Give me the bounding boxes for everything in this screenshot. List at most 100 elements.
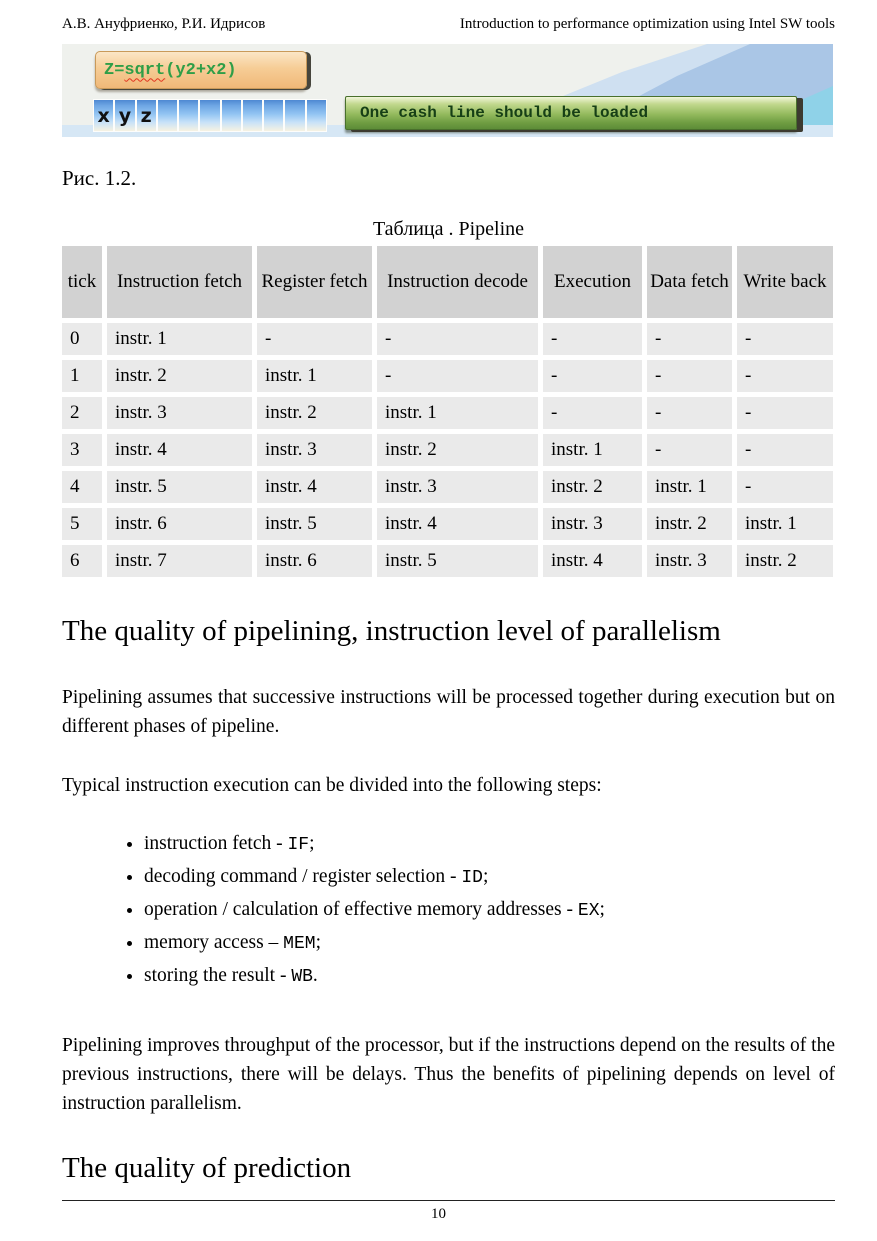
step-text: storing the result - (144, 965, 292, 986)
table-cell: instr. 4 (543, 545, 642, 577)
table-header-cell: tick (62, 246, 102, 318)
table-tick-cell: 4 (62, 471, 102, 503)
paragraph-pipelining-benefits: Pipelining improves throughput of the pr… (62, 1035, 835, 1114)
table-cell: - (737, 471, 833, 503)
table-cell: instr. 3 (107, 397, 252, 429)
table-cell: instr. 2 (107, 360, 252, 392)
memory-cell (200, 100, 220, 131)
formula-squiggle: sqrt (124, 60, 166, 80)
memory-cell (264, 100, 284, 131)
table-cell: instr. 1 (647, 471, 732, 503)
table-cell: instr. 1 (107, 323, 252, 355)
table-cell: instr. 5 (377, 545, 538, 577)
table-cell: - (737, 323, 833, 355)
table-cell: instr. 6 (107, 508, 252, 540)
section-heading-prediction: The quality of prediction (62, 1152, 352, 1184)
table-cell: instr. 1 (543, 434, 642, 466)
step-suffix: ; (315, 932, 321, 953)
table-cell: instr. 3 (257, 434, 372, 466)
pipeline-step: memory access – MEM; (144, 927, 835, 960)
cache-line-callout-button[interactable]: One cash line should be loaded (345, 96, 797, 130)
table-cell: - (377, 360, 538, 392)
pipeline-table: tick Instruction fetch Register fetch Instr… (62, 246, 833, 577)
step-code: EX (577, 901, 600, 921)
pipeline-step: storing the result - WB. (144, 960, 835, 993)
callout-label: One cash line should be loaded (360, 104, 649, 122)
table-cell: - (737, 360, 833, 392)
pipeline-step: instruction fetch - IF; (144, 828, 835, 861)
pipeline-step: decoding command / register selection - … (144, 861, 835, 894)
table-cell: instr. 2 (737, 545, 833, 577)
table-cell: - (377, 323, 538, 355)
memory-cell: z (136, 100, 156, 131)
table-cell: instr. 3 (377, 471, 538, 503)
paragraph-steps-intro: Typical instruction execution can be div… (62, 775, 602, 796)
table-cell: - (257, 323, 372, 355)
memory-cell (179, 100, 199, 131)
table-cell: instr. 1 (257, 360, 372, 392)
table-tick-cell: 1 (62, 360, 102, 392)
table-cell: instr. 3 (543, 508, 642, 540)
table-cell: instr. 7 (107, 545, 252, 577)
table-cell: - (647, 434, 732, 466)
step-code: ID (461, 868, 483, 888)
table-title: Таблица . Pipeline (372, 218, 525, 240)
step-suffix: ; (309, 833, 315, 854)
step-code: WB (291, 967, 313, 987)
formula-suffix: (y2+x2) (165, 60, 237, 80)
table-cell: - (543, 397, 642, 429)
table-cell: instr. 1 (377, 397, 538, 429)
table-cell: instr. 2 (543, 471, 642, 503)
header-authors: А.В. Ануфриенко, Р.И. Идрисов (62, 16, 266, 32)
table-cell: instr. 6 (257, 545, 372, 577)
page-number: 10 (431, 1206, 446, 1222)
table-cell: - (543, 360, 642, 392)
formula-button[interactable]: Z= sqrt (y2+x2) (95, 51, 307, 89)
step-text: operation / calculation of effective mem… (144, 899, 578, 920)
running-header: А.В. Ануфриенко, Р.И. Идрисов Introducti… (62, 16, 835, 33)
table-cell: instr. 2 (647, 508, 732, 540)
table-tick-cell: 3 (62, 434, 102, 466)
step-suffix: ; (599, 899, 605, 920)
step-code: MEM (283, 934, 316, 954)
table-tick-cell: 5 (62, 508, 102, 540)
table-cell: - (647, 323, 732, 355)
step-code: IF (287, 835, 310, 855)
table-cell: instr. 4 (377, 508, 538, 540)
table-cell: instr. 1 (737, 508, 833, 540)
table-cell: instr. 4 (107, 434, 252, 466)
table-tick-cell: 0 (62, 323, 102, 355)
table-header-cell: Data fetch (647, 246, 732, 318)
memory-cell (221, 100, 241, 131)
table-cell: - (647, 360, 732, 392)
table-header-cell: Write back (737, 246, 833, 318)
memory-cell: y (115, 100, 135, 131)
pipeline-steps-list: instruction fetch - IF;decoding command … (62, 828, 835, 993)
table-cell: - (737, 397, 833, 429)
memory-cell (285, 100, 305, 131)
table-header-cell: Register fetch (257, 246, 372, 318)
figure-caption: Рис. 1.2. (62, 166, 137, 190)
footer-rule (62, 1200, 835, 1201)
step-text: instruction fetch - (144, 833, 288, 854)
step-text: decoding command / register selection - (144, 866, 462, 887)
table-cell: instr. 2 (377, 434, 538, 466)
table-header-cell: Execution (543, 246, 642, 318)
section-heading-pipelining: The quality of pipelining, instruction l… (62, 615, 721, 647)
pipeline-step: operation / calculation of effective mem… (144, 894, 835, 927)
memory-cell: x (94, 100, 114, 131)
table-tick-cell: 6 (62, 545, 102, 577)
document-page: А.В. Ануфриенко, Р.И. Идрисов Introducti… (0, 0, 877, 1185)
step-text: memory access – (144, 932, 284, 953)
table-cell: instr. 5 (257, 508, 372, 540)
table-cell: instr. 3 (647, 545, 732, 577)
table-cell: - (737, 434, 833, 466)
memory-cell (242, 100, 263, 131)
table-header-cell: Instruction decode (377, 246, 538, 318)
header-title: Introduction to performance optimization… (459, 16, 835, 32)
table-tick-cell: 2 (62, 397, 102, 429)
memory-cell (157, 100, 178, 131)
formula-prefix: Z= (104, 60, 125, 80)
